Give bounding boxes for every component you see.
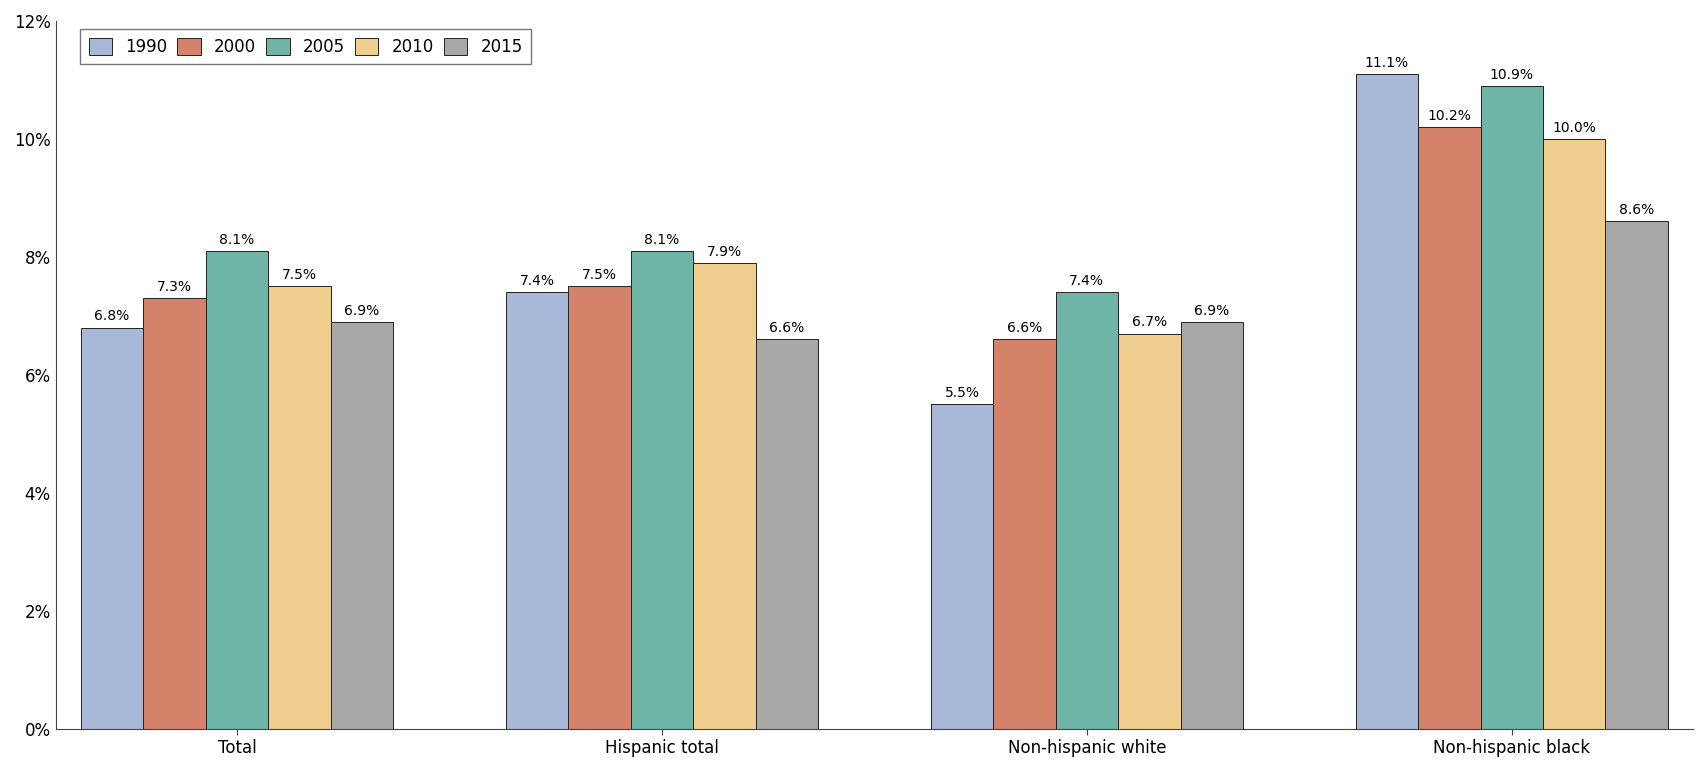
Text: 6.9%: 6.9% [1195,304,1229,318]
Bar [756,339,818,729]
Text: 10.0%: 10.0% [1552,121,1596,135]
Text: 6.7%: 6.7% [1132,315,1168,329]
Bar [1480,86,1543,729]
Text: 7.5%: 7.5% [282,268,318,282]
Text: 11.1%: 11.1% [1366,56,1408,70]
Bar [1055,292,1118,729]
Text: 7.4%: 7.4% [519,274,555,288]
Bar [205,251,268,729]
Bar [693,263,756,729]
Text: 10.2%: 10.2% [1427,109,1471,123]
Text: 8.6%: 8.6% [1620,204,1654,217]
Text: 10.9%: 10.9% [1490,68,1535,82]
Bar [80,328,143,729]
Bar [630,251,693,729]
Bar [930,404,993,729]
Bar [1355,74,1419,729]
Text: 7.4%: 7.4% [1069,274,1104,288]
Bar [1543,139,1606,729]
Bar [1606,221,1668,729]
Text: 6.6%: 6.6% [770,322,804,335]
Bar [993,339,1055,729]
Bar [268,286,331,729]
Text: 8.1%: 8.1% [218,233,254,247]
Bar [505,292,568,729]
Bar [1419,127,1480,729]
Bar [143,298,205,729]
Text: 6.9%: 6.9% [345,304,379,318]
Text: 7.9%: 7.9% [707,244,743,258]
Bar [568,286,630,729]
Legend: 1990, 2000, 2005, 2010, 2015: 1990, 2000, 2005, 2010, 2015 [80,29,531,64]
Text: 5.5%: 5.5% [944,386,980,400]
Bar [1181,322,1243,729]
Bar [331,322,393,729]
Text: 6.8%: 6.8% [94,309,130,324]
Text: 7.5%: 7.5% [582,268,616,282]
Text: 7.3%: 7.3% [157,280,191,294]
Bar [1118,334,1181,729]
Text: 6.6%: 6.6% [1007,322,1041,335]
Text: 8.1%: 8.1% [644,233,679,247]
